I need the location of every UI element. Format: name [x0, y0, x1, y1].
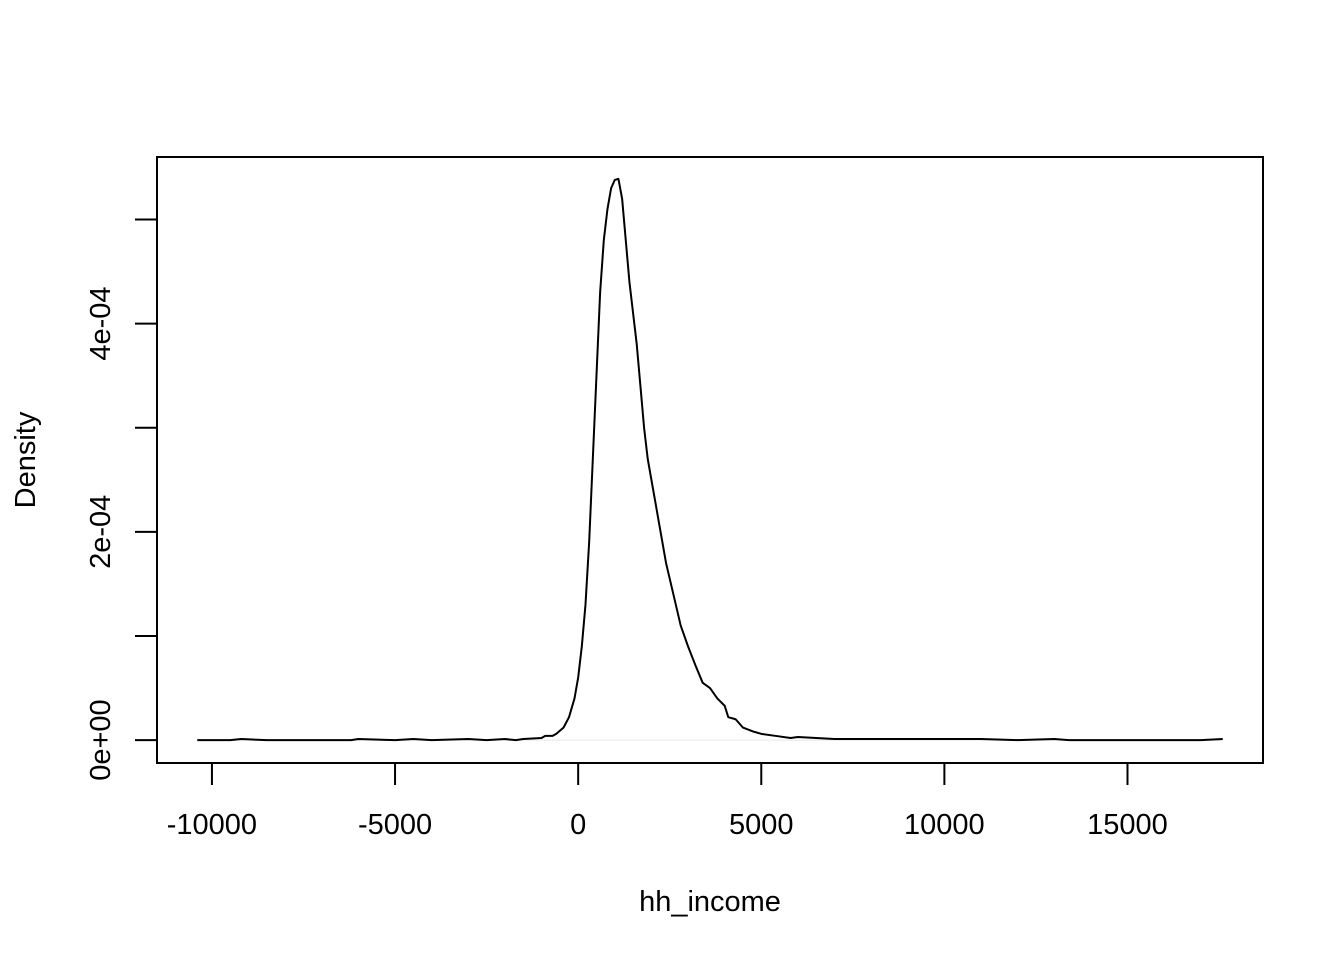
x-tick-label: 0	[570, 809, 586, 841]
x-tick-label: 10000	[904, 809, 985, 841]
x-ticks: -10000 -5000 0 5000 10000 15000	[167, 763, 1168, 841]
y-tick-label: 4e-04	[85, 287, 117, 361]
y-tick-label: 0e+00	[85, 699, 117, 780]
x-tick-label: -5000	[358, 809, 432, 841]
x-tick-label: -10000	[167, 809, 257, 841]
y-ticks: 0e+00 2e-04 4e-04	[85, 218, 157, 781]
x-tick-label: 5000	[729, 809, 794, 841]
y-axis-label: Density	[10, 411, 42, 508]
x-tick-label: 15000	[1087, 809, 1168, 841]
x-axis-label: hh_income	[639, 886, 781, 918]
density-line	[197, 177, 1223, 742]
plot-frame	[156, 156, 1264, 764]
y-tick-label: 2e-04	[85, 495, 117, 569]
